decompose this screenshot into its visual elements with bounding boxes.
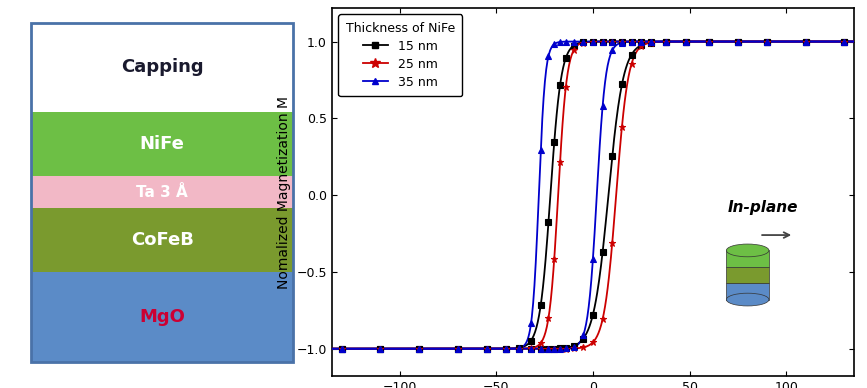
Text: In-plane: In-plane bbox=[728, 200, 799, 215]
FancyBboxPatch shape bbox=[727, 283, 769, 300]
FancyBboxPatch shape bbox=[727, 250, 769, 267]
FancyBboxPatch shape bbox=[727, 267, 769, 283]
FancyBboxPatch shape bbox=[31, 112, 293, 176]
Ellipse shape bbox=[727, 293, 769, 306]
Text: Ta 3 Å: Ta 3 Å bbox=[136, 185, 188, 199]
FancyBboxPatch shape bbox=[31, 176, 293, 208]
Ellipse shape bbox=[727, 244, 769, 257]
Legend: 15 nm, 25 nm, 35 nm: 15 nm, 25 nm, 35 nm bbox=[338, 14, 462, 96]
Text: Capping: Capping bbox=[121, 58, 204, 76]
Text: CoFeB: CoFeB bbox=[131, 231, 193, 249]
FancyBboxPatch shape bbox=[31, 208, 293, 272]
Y-axis label: Nomalized Magnetization M: Nomalized Magnetization M bbox=[277, 95, 291, 289]
Text: MgO: MgO bbox=[140, 308, 186, 326]
FancyBboxPatch shape bbox=[31, 272, 293, 362]
FancyBboxPatch shape bbox=[31, 23, 293, 112]
Text: NiFe: NiFe bbox=[140, 135, 185, 153]
